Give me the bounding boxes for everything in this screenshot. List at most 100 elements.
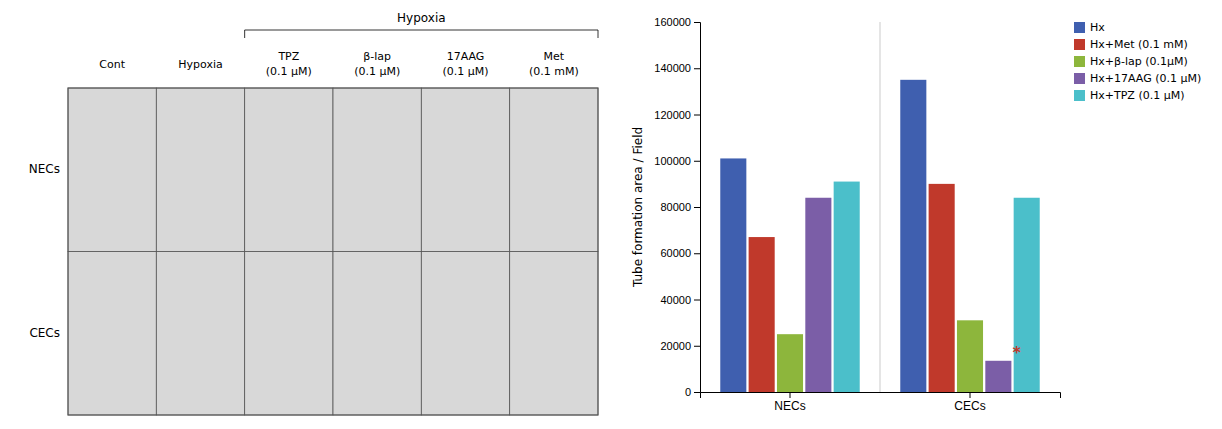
legend-item: Hx+17AAG (0.1 μM) xyxy=(1074,72,1201,85)
legend-label: Hx+17AAG (0.1 μM) xyxy=(1090,72,1201,85)
y-tick-label: 100000 xyxy=(654,155,691,167)
y-tick-mark xyxy=(694,22,700,23)
image-cell xyxy=(421,252,509,416)
bar-series xyxy=(834,182,1040,392)
column-label: Met xyxy=(544,50,565,63)
y-tick-mark xyxy=(694,68,700,69)
y-tick: 40000 xyxy=(660,294,700,306)
column-label: (0.1 μM) xyxy=(442,65,488,78)
image-cell xyxy=(156,88,244,252)
y-tick: 140000 xyxy=(654,62,700,74)
legend-item: Hx+Met (0.1 mM) xyxy=(1074,38,1188,51)
y-axis-line xyxy=(694,23,701,393)
y-tick: 60000 xyxy=(660,247,700,259)
row-label: NECs xyxy=(29,162,60,176)
y-tick: 20000 xyxy=(660,340,700,352)
bar xyxy=(777,334,803,392)
bar xyxy=(957,320,983,392)
bars xyxy=(720,80,1039,392)
bracket-line xyxy=(245,30,598,38)
bracket-label: Hypoxia xyxy=(397,11,446,25)
image-cell xyxy=(510,88,598,252)
bar-series xyxy=(720,80,926,392)
y-tick: 160000 xyxy=(654,16,700,28)
image-cell xyxy=(68,88,156,252)
x-tick-label: CECs xyxy=(954,399,985,413)
legend-item: Hx+TPZ (0.1 μM) xyxy=(1074,89,1184,102)
column-label: Cont xyxy=(99,58,125,71)
image-cell xyxy=(68,252,156,416)
y-tick-mark xyxy=(694,392,700,393)
legend-label: Hx+TPZ (0.1 μM) xyxy=(1090,89,1184,102)
y-tick-label: 40000 xyxy=(660,294,691,306)
chart-root: NECs CECs Cont Hypoxia TPZ (0.1 μM) β-lap (0.1 … xyxy=(0,0,1222,429)
x-tick-label: NECs xyxy=(774,399,805,413)
y-tick-label: 160000 xyxy=(654,16,691,28)
group-separator xyxy=(880,22,881,392)
column-label: β-lap xyxy=(363,50,391,63)
image-cell xyxy=(421,88,509,252)
column-label: (0.1 μM) xyxy=(354,65,400,78)
legend-label: Hx xyxy=(1090,21,1105,34)
bar xyxy=(900,80,926,392)
y-tick: 80000 xyxy=(660,201,700,213)
column-label: Hypoxia xyxy=(178,58,222,71)
legend-label: Hx+Met (0.1 mM) xyxy=(1090,38,1188,51)
bar xyxy=(929,184,955,392)
image-cell xyxy=(156,252,244,416)
y-tick-label: 80000 xyxy=(660,201,691,213)
y-tick-label: 60000 xyxy=(660,247,691,259)
y-tick: 0 xyxy=(685,386,700,398)
column-label: 17AAG xyxy=(447,50,485,63)
y-tick-mark xyxy=(694,300,700,301)
legend: Hx Hx+Met (0.1 mM) Hx+β-lap (0.1μM) Hx+17AA… xyxy=(1074,21,1201,102)
y-tick-label: 120000 xyxy=(654,109,691,121)
x-tick-mark xyxy=(970,392,971,398)
y-tick-mark xyxy=(694,207,700,208)
x-tick: NECs xyxy=(774,392,805,413)
y-tick: 120000 xyxy=(654,109,700,121)
legend-item: Hx+β-lap (0.1μM) xyxy=(1074,55,1188,68)
y-tick-mark xyxy=(694,346,700,347)
legend-swatch xyxy=(1074,90,1085,101)
y-tick-label: 140000 xyxy=(654,62,691,74)
bar xyxy=(720,158,746,392)
image-cell xyxy=(333,252,421,416)
image-cell xyxy=(245,88,333,252)
y-tick-label: 20000 xyxy=(660,340,691,352)
y-tick-mark xyxy=(694,115,700,116)
y-tick-mark xyxy=(694,253,700,254)
bar xyxy=(985,361,1011,392)
column-label: TPZ xyxy=(277,50,299,63)
image-cell xyxy=(510,252,598,416)
y-tick-mark xyxy=(694,161,700,162)
column-label: (0.1 μM) xyxy=(266,65,312,78)
x-tick-mark xyxy=(790,392,791,398)
image-grid-panel: NECs CECs Cont Hypoxia TPZ (0.1 μM) β-lap (0.1 … xyxy=(29,11,598,415)
bar xyxy=(1014,198,1040,392)
legend-item: Hx xyxy=(1074,21,1105,34)
grid-frame xyxy=(68,88,598,415)
group-separators xyxy=(880,22,881,392)
legend-label: Hx+β-lap (0.1μM) xyxy=(1090,55,1188,68)
x-tick: CECs xyxy=(954,392,985,413)
bar xyxy=(749,237,775,392)
legend-swatch xyxy=(1074,39,1085,50)
x-axis-line xyxy=(701,393,1061,399)
bar xyxy=(805,198,831,392)
image-cell xyxy=(245,252,333,416)
y-tick-label: 0 xyxy=(685,386,691,398)
row-label: CECs xyxy=(29,326,60,340)
image-cell xyxy=(333,88,421,252)
bar-chart-panel: 0 20000 40000 60000 80000 100000 120000 140000 1… xyxy=(631,16,1201,413)
annotation: * xyxy=(1012,343,1021,362)
legend-swatch xyxy=(1074,56,1085,67)
y-axis: 0 20000 40000 60000 80000 100000 120000 140000 1… xyxy=(654,16,700,398)
column-label: (0.1 mM) xyxy=(529,65,579,78)
legend-swatch xyxy=(1074,22,1085,33)
y-axis-title: Tube formation area / Field xyxy=(631,127,645,288)
bar xyxy=(834,182,860,392)
x-axis: NECs CECs xyxy=(701,392,1061,413)
y-tick: 100000 xyxy=(654,155,700,167)
legend-swatch xyxy=(1074,73,1085,84)
